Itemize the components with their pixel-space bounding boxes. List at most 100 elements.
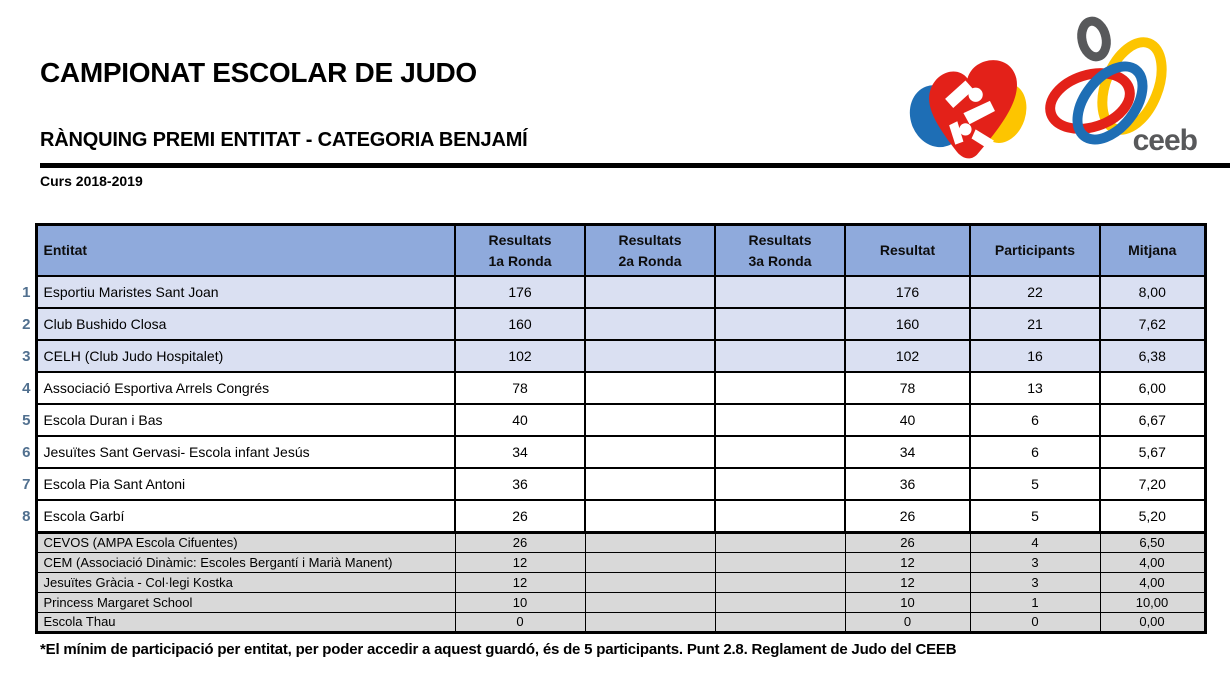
resultats-3a-cell [714, 531, 846, 553]
season-label: Curs 2018-2019 [40, 172, 143, 189]
resultat-cell: 40 [844, 403, 971, 438]
ceeb-logo: ceeb [1034, 11, 1199, 166]
entity-cell: Escola Duran i Bas [34, 403, 456, 438]
col-header-resultat: Resultat [844, 222, 971, 278]
entity-cell: Jesuïtes Gràcia - Col·legi Kostka [34, 571, 456, 593]
entity-cell: Esportiu Maristes Sant Joan [34, 275, 456, 310]
resultats-2a-cell [584, 371, 716, 406]
resultat-cell: 12 [844, 571, 971, 593]
participants-cell: 5 [969, 467, 1101, 502]
resultat-cell: 176 [844, 275, 971, 310]
ceeb-logo-icon [1045, 16, 1167, 145]
rank-cell: 4 [16, 372, 36, 405]
resultats-3a-cell [714, 591, 846, 613]
report-header: CAMPIONAT ESCOLAR DE JUDO RÀNQUING PREMI… [0, 0, 1230, 189]
entity-cell: CEM (Associació Dinàmic: Escoles Bergant… [34, 551, 456, 573]
participants-cell: 3 [969, 571, 1101, 593]
resultats-3a-cell [714, 339, 846, 374]
resultats-2a-cell [584, 403, 716, 438]
resultats-3a-cell [714, 467, 846, 502]
ranking-table-wrap: Entitat Resultats 1a Ronda Resultats 2a … [16, 222, 1230, 634]
participants-cell: 4 [969, 531, 1101, 553]
resultat-cell: 12 [844, 551, 971, 573]
entity-cell: CELH (Club Judo Hospitalet) [34, 339, 456, 374]
resultats-2a-cell [584, 531, 716, 553]
table-row: 4 Associació Esportiva Arrels Congrés 78… [16, 371, 1207, 406]
rank-cell: 7 [16, 468, 36, 501]
table-row: 6 Jesuïtes Sant Gervasi- Escola infant J… [16, 435, 1207, 470]
col-header-resultats-3a-ronda: Resultats 3a Ronda [714, 222, 846, 278]
resultats-1a-cell: 78 [454, 371, 586, 406]
rank-column-header [16, 224, 36, 277]
table-row: 2 Club Bushido Closa 160 160 21 7,62 [16, 307, 1207, 342]
title-divider [40, 162, 1230, 168]
table-row: Escola Thau 0 0 0 0,00 [16, 611, 1207, 634]
resultat-cell: 0 [844, 611, 971, 634]
mitjana-cell: 7,62 [1099, 307, 1207, 342]
rank-cell [16, 612, 36, 633]
col-header-mitjana: Mitjana [1099, 222, 1207, 278]
rank-cell: 1 [16, 276, 36, 309]
page-title: CAMPIONAT ESCOLAR DE JUDO [40, 57, 477, 88]
table-row: 7 Escola Pia Sant Antoni 36 36 5 7,20 [16, 467, 1207, 502]
resultats-1a-cell: 26 [454, 499, 586, 534]
mitjana-cell: 4,00 [1099, 571, 1207, 593]
col-header-entitat: Entitat [34, 222, 456, 278]
resultats-3a-cell [714, 275, 846, 310]
resultats-1a-cell: 176 [454, 275, 586, 310]
rank-cell: 3 [16, 340, 36, 373]
resultats-2a-cell [584, 307, 716, 342]
resultats-2a-cell [584, 611, 716, 634]
participants-cell: 22 [969, 275, 1101, 310]
logo-group: ceeb [902, 8, 1202, 166]
participants-cell: 5 [969, 499, 1101, 534]
resultats-3a-cell [714, 499, 846, 534]
entity-cell: Associació Esportiva Arrels Congrés [34, 371, 456, 406]
resultats-1a-cell: 26 [454, 531, 586, 553]
resultats-1a-cell: 102 [454, 339, 586, 374]
resultats-3a-cell [714, 551, 846, 573]
col-header-participants: Participants [969, 222, 1101, 278]
resultats-2a-cell [584, 435, 716, 470]
participants-cell: 13 [969, 371, 1101, 406]
resultats-2a-cell [584, 499, 716, 534]
rank-cell: 5 [16, 404, 36, 437]
entity-cell: Princess Margaret School [34, 591, 456, 613]
table-row: 5 Escola Duran i Bas 40 40 6 6,67 [16, 403, 1207, 438]
header-row: Entitat Resultats 1a Ronda Resultats 2a … [16, 222, 1207, 278]
resultats-3a-cell [714, 371, 846, 406]
rank-cell [16, 572, 36, 593]
resultats-2a-cell [584, 591, 716, 613]
mitjana-cell: 5,67 [1099, 435, 1207, 470]
resultats-1a-cell: 0 [454, 611, 586, 634]
resultat-cell: 102 [844, 339, 971, 374]
table-row: Princess Margaret School 10 10 1 10,00 [16, 591, 1207, 613]
rank-cell [16, 592, 36, 613]
mitjana-cell: 8,00 [1099, 275, 1207, 310]
participants-cell: 6 [969, 403, 1101, 438]
rank-cell: 8 [16, 500, 36, 533]
col-header-resultats-2a-ronda: Resultats 2a Ronda [584, 222, 716, 278]
rank-cell: 2 [16, 308, 36, 341]
participants-cell: 1 [969, 591, 1101, 613]
resultats-1a-cell: 34 [454, 435, 586, 470]
resultat-cell: 36 [844, 467, 971, 502]
rank-cell [16, 532, 36, 553]
participants-cell: 16 [969, 339, 1101, 374]
resultats-2a-cell [584, 275, 716, 310]
resultats-1a-cell: 160 [454, 307, 586, 342]
mitjana-cell: 6,38 [1099, 339, 1207, 374]
resultat-cell: 26 [844, 531, 971, 553]
resultats-2a-cell [584, 551, 716, 573]
resultats-1a-cell: 12 [454, 571, 586, 593]
rank-cell: 6 [16, 436, 36, 469]
entity-cell: Club Bushido Closa [34, 307, 456, 342]
resultats-1a-cell: 36 [454, 467, 586, 502]
resultats-1a-cell: 40 [454, 403, 586, 438]
table-row: CEM (Associació Dinàmic: Escoles Bergant… [16, 551, 1207, 573]
table-row: 1 Esportiu Maristes Sant Joan 176 176 22… [16, 275, 1207, 310]
participants-cell: 21 [969, 307, 1101, 342]
resultat-cell: 10 [844, 591, 971, 613]
resultats-2a-cell [584, 571, 716, 593]
